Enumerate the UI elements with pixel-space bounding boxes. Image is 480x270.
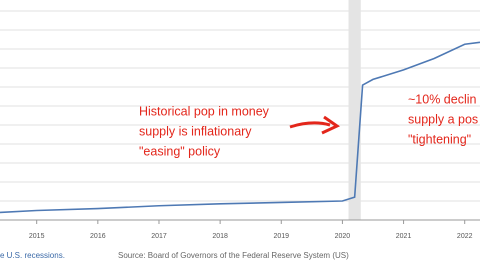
x-tick-label: 2018 [212,233,228,240]
recession-note: e U.S. recessions. [0,251,65,260]
annotation: "easing" policy [139,144,221,158]
x-tick-label: 2015 [29,233,45,240]
arrow-head [321,115,341,135]
data-line [0,41,480,214]
annotation: "tightening" [408,132,471,146]
x-tick-label: 2017 [151,233,167,240]
x-tick-label: 2021 [396,233,412,240]
annotation: supply a pos [408,112,478,126]
x-tick-label: 2022 [457,233,473,240]
x-tick-label: 2020 [335,233,351,240]
annotation: supply is inflationary [139,124,252,138]
arrow [289,121,331,129]
source: Source: Board of Governors of the Federa… [118,251,349,260]
annotation: ~10% declin [408,92,476,106]
x-tick-label: 2019 [273,233,289,240]
annotation: Historical pop in money [139,104,270,118]
plot-area: 2015 2016 2017 2018 2019 2020 2021 2022 [0,0,480,240]
x-tick-label: 2016 [90,233,106,240]
